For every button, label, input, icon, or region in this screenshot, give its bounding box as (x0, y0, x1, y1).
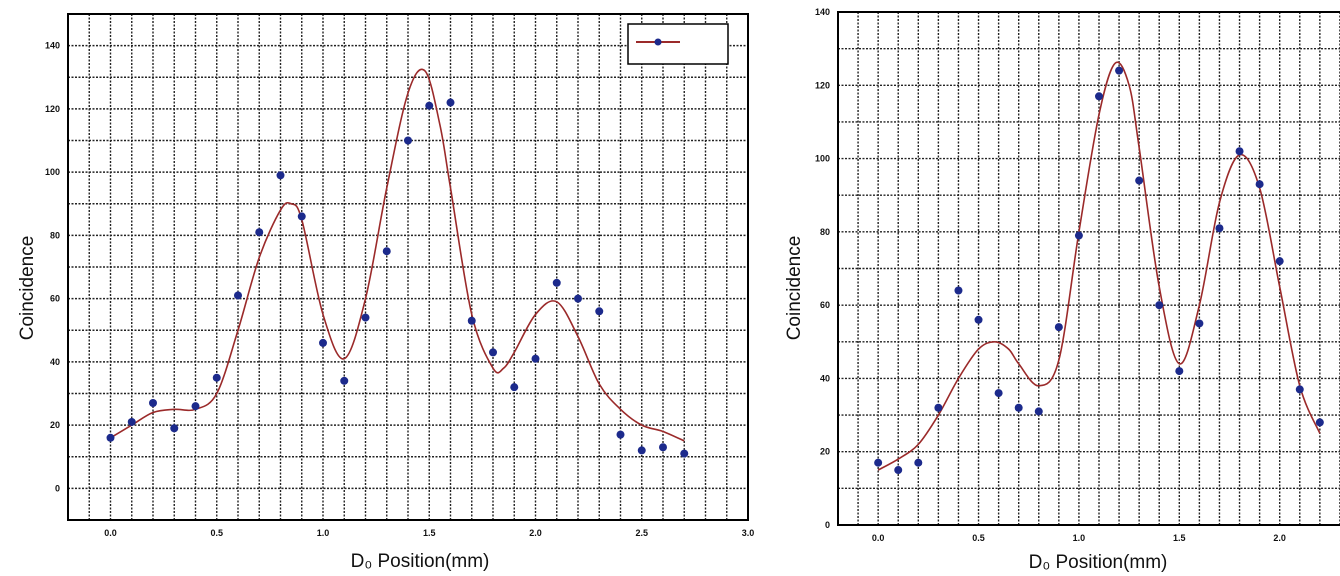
data-point (680, 449, 689, 458)
y-tick-label: 100 (815, 154, 830, 164)
y-tick-label: 120 (45, 104, 60, 114)
data-point (234, 291, 242, 300)
data-point (1095, 92, 1103, 101)
x-tick-label: 1.0 (317, 528, 330, 538)
data-point (446, 98, 455, 107)
data-point (552, 278, 561, 287)
grid (67, 13, 749, 521)
y-tick-label: 40 (50, 357, 60, 367)
x-tick-label: 2.5 (635, 528, 648, 538)
y-tick-label: 40 (820, 373, 830, 383)
data-point (934, 403, 943, 412)
data-point (659, 443, 667, 452)
data-point (1255, 180, 1264, 189)
x-tick-label: 1.5 (1173, 533, 1186, 543)
data-point (974, 315, 983, 324)
data-point (1195, 319, 1204, 328)
data-point (1155, 301, 1164, 310)
fit-curve (877, 61, 1321, 471)
x-tick-label: 0.0 (104, 528, 117, 538)
y-tick-label: 60 (50, 294, 60, 304)
data-point (1175, 367, 1184, 376)
data-point (106, 433, 115, 442)
y-tick-label: 0 (825, 520, 830, 530)
data-point (489, 348, 497, 357)
data-point (425, 101, 434, 110)
data-point (191, 402, 200, 411)
chart-2: 0.0 0.5 1.0 1.5 2.0 0 20 40 60 80 100 120 140 D₀ Posi… (784, 7, 1340, 573)
x-tick-label: 0.5 (210, 528, 223, 538)
data-point (1135, 176, 1144, 185)
legend-marker (654, 38, 662, 46)
data-point (382, 247, 391, 256)
x-tick-label: 0.5 (972, 533, 985, 543)
y-tick-label: 80 (820, 227, 830, 237)
y-tick-label: 0 (55, 483, 60, 493)
data-point (595, 307, 604, 316)
data-point (954, 286, 963, 295)
data-point (127, 417, 136, 426)
y-tick-label: 120 (815, 80, 830, 90)
y-tick-label: 20 (50, 420, 60, 430)
data-point (1115, 66, 1124, 75)
plot-frame (837, 11, 1340, 526)
data-point (212, 373, 221, 382)
data-point (994, 389, 1003, 398)
data-point (361, 313, 370, 322)
data-point (1235, 147, 1244, 156)
data-point (531, 354, 540, 363)
data-point (1215, 224, 1224, 233)
data-point (404, 136, 412, 145)
legend-box (627, 23, 729, 65)
y-tick-label: 20 (820, 447, 830, 457)
x-tick-label: 2.0 (529, 528, 542, 538)
plot-frame (67, 13, 749, 521)
x-tick-label: 0.0 (872, 533, 885, 543)
legend (627, 23, 729, 65)
data-point (1315, 418, 1324, 427)
data-point (1054, 323, 1063, 332)
data-point (1275, 257, 1284, 266)
y-tick-label: 80 (50, 230, 60, 240)
data-point (319, 338, 327, 347)
y-tick-label: 140 (815, 7, 830, 17)
data-point (255, 228, 264, 237)
x-tick-label: 1.0 (1073, 533, 1086, 543)
y-tick-label: 140 (45, 41, 60, 51)
x-tick-label: 3.0 (742, 528, 755, 538)
y-axis-label: Coincidence (784, 236, 805, 341)
data-point (574, 294, 582, 303)
data-point (1074, 231, 1083, 240)
y-tick-label: 60 (820, 300, 830, 310)
data-point (616, 430, 625, 439)
data-point (1034, 407, 1043, 416)
chart-1: 0.0 0.5 1.0 1.5 2.0 2.5 3.0 0 20 40 60 80 100 120 140 D… (17, 13, 755, 572)
data-point (170, 424, 179, 433)
x-axis-label: D₀ Position(mm) (1029, 552, 1168, 573)
x-tick-label: 2.0 (1273, 533, 1286, 543)
y-axis-label: Coincidence (17, 236, 38, 341)
data-point (874, 458, 883, 467)
data-point (276, 171, 285, 180)
data-point (297, 212, 306, 221)
y-tick-label: 100 (45, 167, 60, 177)
data-point (149, 398, 157, 407)
data-point (1295, 385, 1304, 394)
data-point (914, 458, 923, 467)
data-point (340, 376, 349, 385)
fit-curve (110, 68, 685, 442)
data-point (1014, 403, 1023, 412)
x-tick-label: 1.5 (423, 528, 436, 538)
data-point (637, 446, 646, 455)
data-point (894, 466, 903, 475)
x-axis-label: D₀ Position(mm) (351, 551, 490, 572)
data-point (510, 383, 519, 392)
data-point (467, 316, 476, 325)
